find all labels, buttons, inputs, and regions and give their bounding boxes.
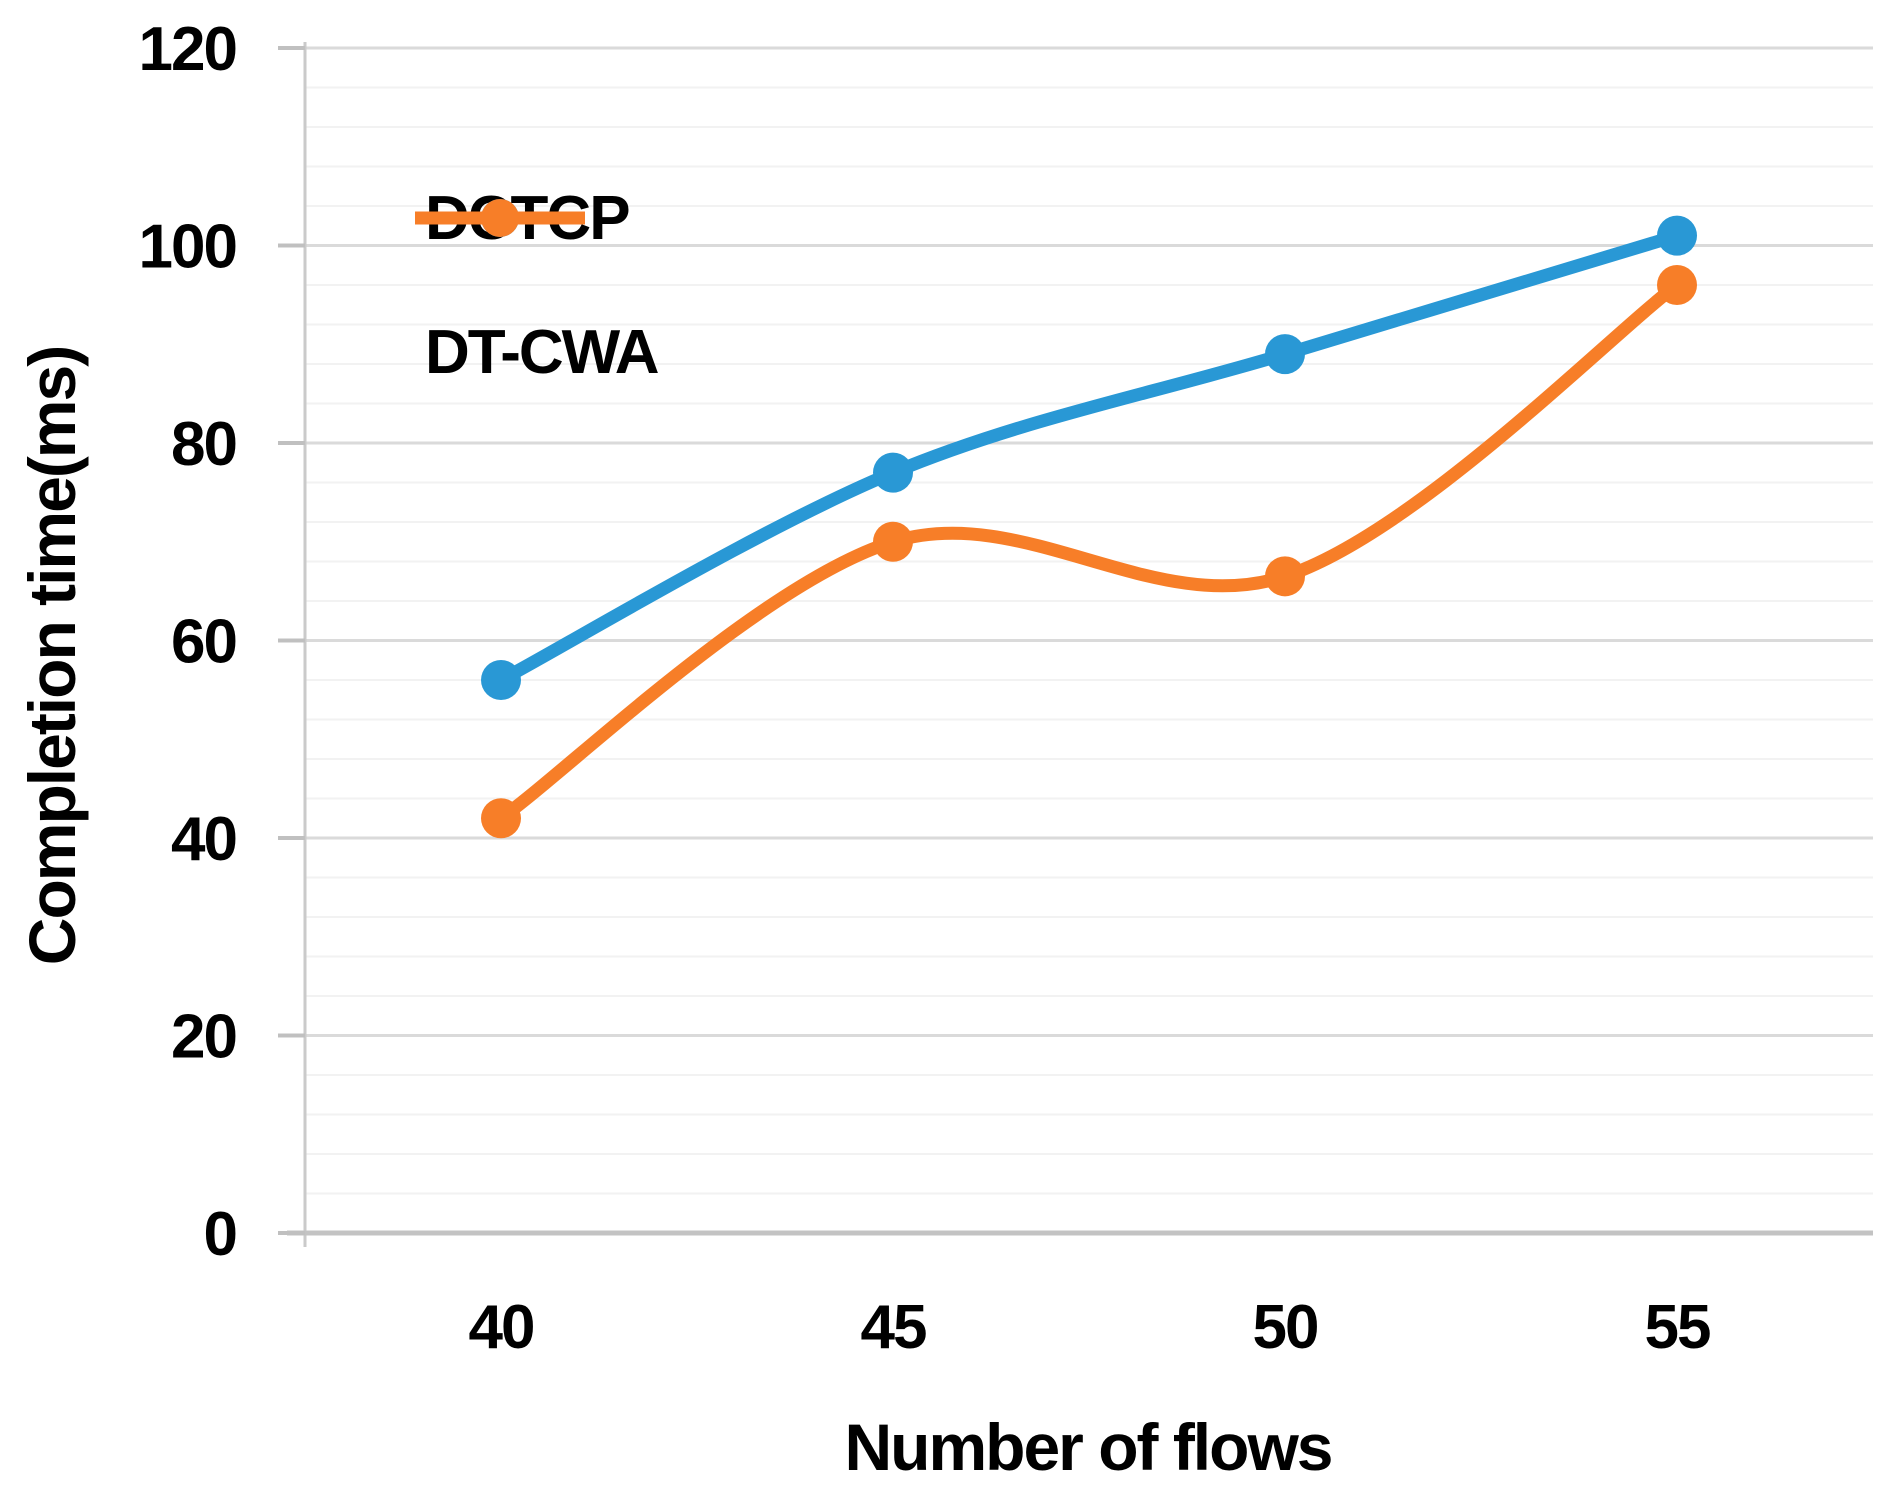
y-tick-label: 100 — [139, 213, 236, 282]
dt-cwa-marker — [1265, 556, 1305, 597]
x-axis-title: Number of flows — [844, 1410, 1333, 1484]
y-axis-title: Completion time(ms) — [15, 346, 89, 966]
dctcp-marker — [481, 660, 521, 700]
dctcp-line — [494, 229, 1684, 687]
dctcp-marker — [1265, 334, 1305, 375]
legend-sample-dt-cwa — [415, 199, 585, 237]
x-tick-label: 45 — [861, 1293, 926, 1362]
legend-entry-dt-cwa: DT-CWA — [413, 199, 660, 396]
dt-cwa-marker — [481, 798, 521, 839]
x-tick-label: 55 — [1645, 1293, 1710, 1362]
x-tick-label: 50 — [1253, 1293, 1318, 1362]
y-tick-label: 20 — [171, 1003, 236, 1072]
y-tick-label: 0 — [204, 1200, 236, 1269]
y-tick-label: 120 — [139, 15, 236, 84]
x-tick-label: 40 — [469, 1293, 534, 1362]
legend: DCTCP DT-CWA — [413, 174, 660, 396]
legend-sample-marker — [481, 199, 519, 237]
dctcp-marker — [1657, 215, 1697, 256]
dctcp-marker — [873, 452, 913, 493]
dt-cwa-marker — [1657, 265, 1697, 305]
y-tick-label: 80 — [171, 410, 236, 479]
dt-cwa-line — [494, 278, 1684, 825]
legend-label-dt-cwa: DT-CWA — [425, 317, 660, 387]
y-tick-label: 60 — [171, 608, 236, 677]
dt-cwa-marker — [873, 521, 913, 562]
y-tick-label: 40 — [171, 805, 236, 874]
